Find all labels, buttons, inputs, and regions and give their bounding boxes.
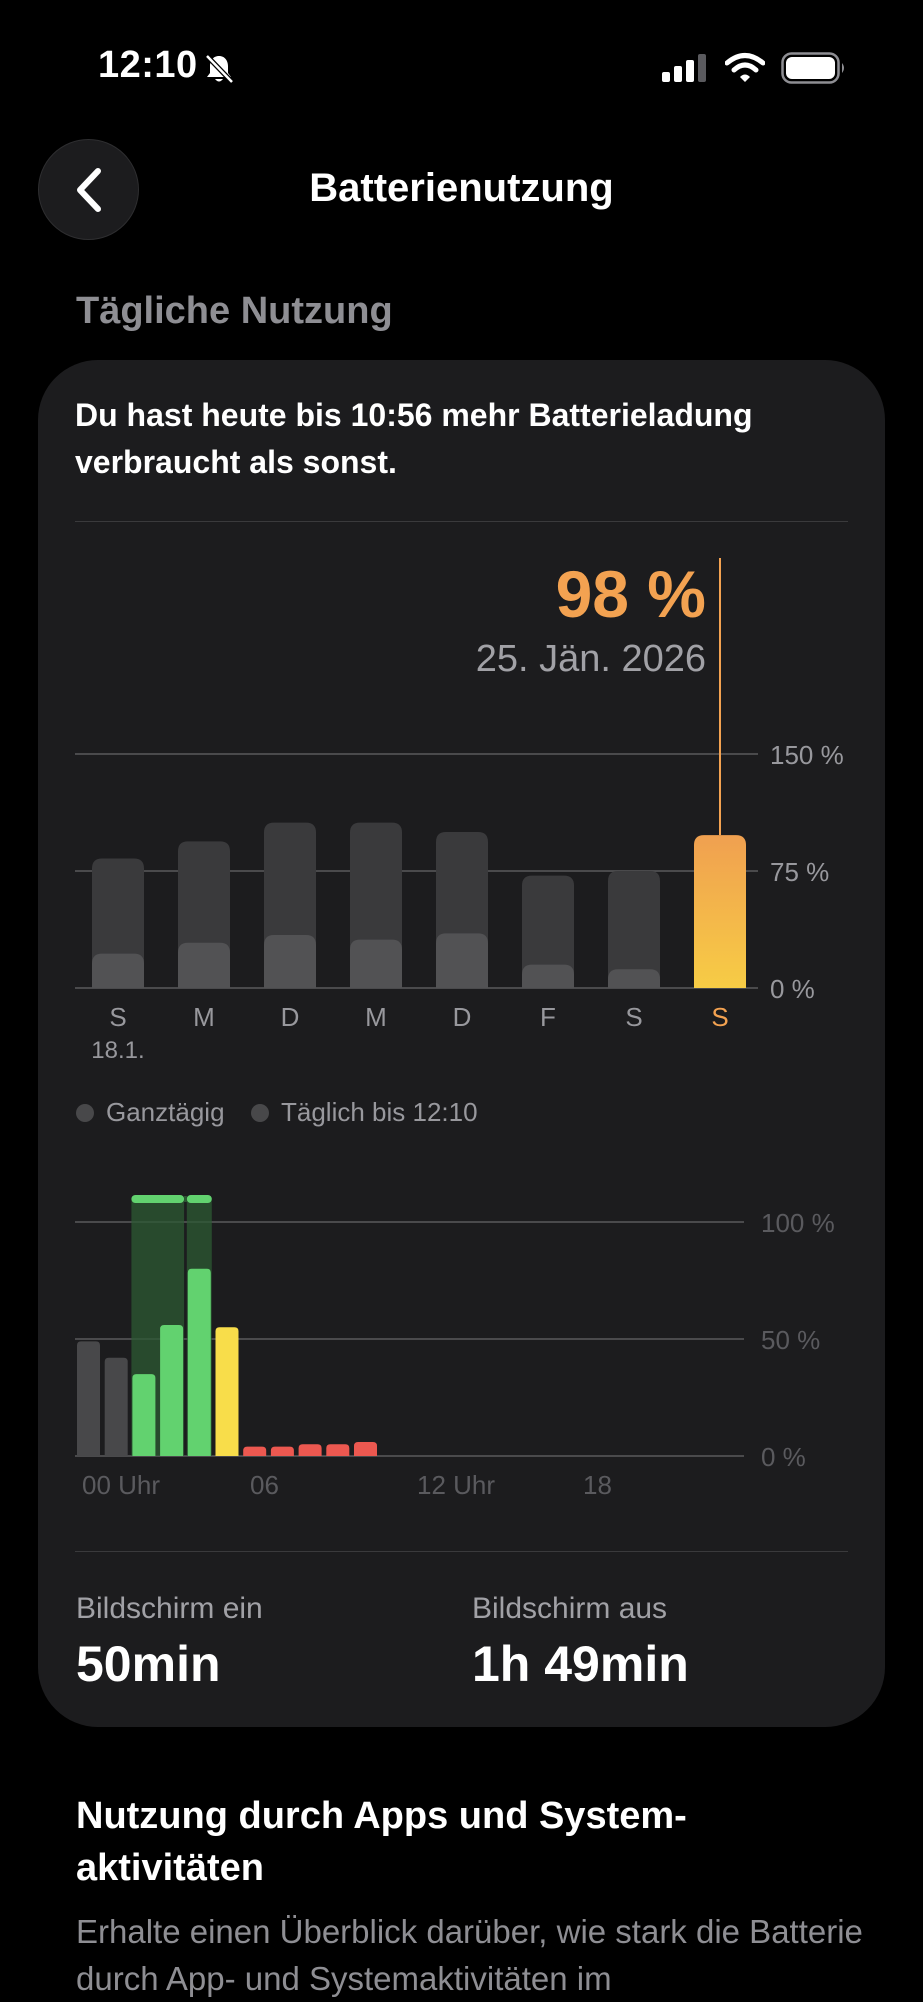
usage-insight-text: Du hast heute bis 10:56 mehr Batterielad… bbox=[75, 397, 753, 480]
hourly-bar bbox=[215, 1327, 239, 1456]
hourly-bar bbox=[104, 1357, 128, 1456]
hourly-bar bbox=[160, 1324, 184, 1456]
hourly-battery-chart[interactable]: 100 % 50 % 0 % 00 Uhr 06 12 Uhr 18 bbox=[0, 1180, 923, 1500]
selected-day-date: 25. Jän. 2026 bbox=[475, 638, 706, 680]
legend-dot-all-day bbox=[76, 1104, 94, 1122]
weekly-bar-until-now bbox=[436, 933, 488, 988]
hourly-x-tick-label: 06 bbox=[250, 1470, 279, 1500]
charging-period-indicator bbox=[131, 1195, 185, 1203]
page-title: Batterienutzung bbox=[309, 166, 614, 210]
screen-on-label: Bildschirm ein bbox=[76, 1592, 263, 1625]
hourly-bar bbox=[270, 1446, 294, 1456]
battery-icon bbox=[781, 52, 844, 84]
weekly-bar-all-day bbox=[522, 875, 574, 988]
weekly-bar-all-day bbox=[608, 871, 660, 988]
hourly-x-tick-label: 00 Uhr bbox=[82, 1470, 160, 1500]
hourly-x-tick-label: 12 Uhr bbox=[417, 1470, 495, 1500]
weekly-bar-until-now bbox=[608, 969, 660, 988]
hourly-y-tick-label: 0 % bbox=[761, 1442, 806, 1472]
section-label-daily-usage: Tägliche Nutzung bbox=[76, 290, 393, 332]
hourly-bar bbox=[243, 1446, 267, 1456]
weekly-x-tick-label: D bbox=[281, 1002, 300, 1032]
screen-on-value: 50min bbox=[76, 1636, 221, 1692]
cellular-signal-icon bbox=[662, 54, 706, 82]
weekly-bar-until-now bbox=[178, 942, 230, 988]
chevron-left-icon bbox=[76, 167, 101, 212]
weekly-bar-until-now bbox=[522, 964, 574, 988]
charging-period-indicator bbox=[186, 1195, 212, 1203]
legend-label-all-day: Ganztägig bbox=[106, 1097, 225, 1127]
card-divider-2 bbox=[75, 1551, 848, 1552]
hourly-bar bbox=[298, 1444, 322, 1456]
status-time: 12:10 bbox=[98, 44, 198, 86]
hourly-y-tick-label: 50 % bbox=[761, 1325, 820, 1355]
legend-label-until-now: Täglich bis 12:10 bbox=[281, 1097, 478, 1127]
hourly-y-tick-label: 100 % bbox=[761, 1208, 835, 1238]
bell-slash-icon bbox=[205, 54, 234, 84]
weekly-bar-until-now bbox=[350, 939, 402, 988]
hourly-bar bbox=[132, 1374, 156, 1456]
screen-off-label: Bildschirm aus bbox=[472, 1592, 668, 1625]
apps-usage-description: Erhalte einen Überblick darüber, wie sta… bbox=[76, 1913, 863, 1997]
daily-usage-card bbox=[38, 360, 885, 1727]
legend-dot-until-now bbox=[251, 1104, 269, 1122]
weekly-bar-until-now bbox=[92, 953, 144, 988]
weekly-x-tick-label: S bbox=[625, 1002, 642, 1032]
weekly-bar-until-now bbox=[264, 934, 316, 988]
weekly-x-tick-label: M bbox=[365, 1002, 387, 1032]
hourly-bar bbox=[326, 1444, 350, 1456]
hourly-bar bbox=[354, 1441, 377, 1456]
weekly-usage-chart[interactable]: 150 % 75 % 0 % S 18.1. M D M D F S S bbox=[0, 540, 923, 1080]
hourly-x-tick-label: 18 bbox=[583, 1470, 612, 1500]
card-divider bbox=[75, 521, 848, 522]
screen-off-value: 1h 49min bbox=[472, 1636, 689, 1692]
weekly-x-tick-label: S bbox=[711, 1002, 728, 1032]
wifi-icon bbox=[725, 53, 765, 82]
weekly-y-tick-label: 0 % bbox=[770, 974, 815, 1004]
hourly-bar bbox=[77, 1341, 100, 1456]
weekly-y-tick-label: 75 % bbox=[770, 857, 829, 887]
selected-day-value: 98 % bbox=[555, 557, 706, 631]
weekly-x-tick-label: F bbox=[540, 1002, 556, 1032]
weekly-bar-selected bbox=[694, 835, 746, 988]
back-button[interactable] bbox=[38, 139, 139, 240]
weekly-y-tick-label: 150 % bbox=[770, 740, 844, 770]
weekly-x-tick-label: M bbox=[193, 1002, 215, 1032]
apps-usage-title: Nutzung durch Apps und System-aktivitäte… bbox=[76, 1795, 687, 1889]
charging-period-gap bbox=[184, 1196, 187, 1202]
weekly-x-tick-label: S bbox=[109, 1002, 126, 1032]
weekly-x-tick-label: D bbox=[453, 1002, 472, 1032]
weekly-x-sublabel: 18.1. bbox=[91, 1037, 144, 1064]
hourly-bar bbox=[187, 1268, 211, 1456]
